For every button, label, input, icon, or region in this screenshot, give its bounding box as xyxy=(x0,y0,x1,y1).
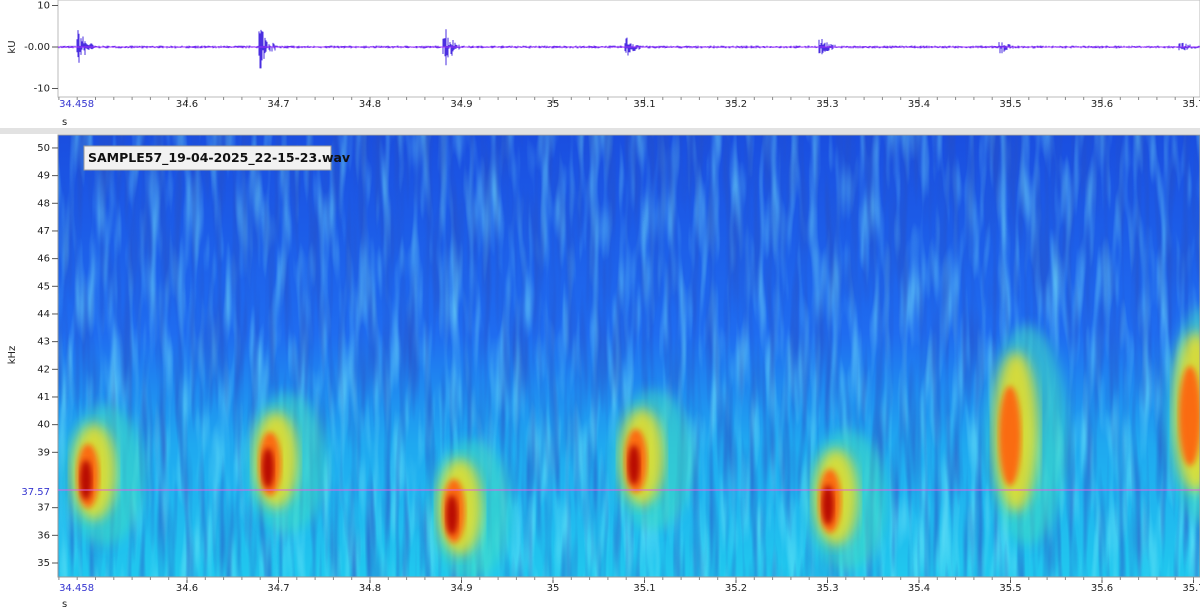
y-tick-label: 46 xyxy=(37,254,50,265)
x-tick-label: 35 xyxy=(547,583,560,594)
call-orange xyxy=(1179,366,1200,466)
x-tick-label: 35.2 xyxy=(725,583,747,594)
y-tick-label: 39 xyxy=(37,447,50,458)
spectrogram-frame xyxy=(57,134,1200,578)
x-tick-label: 34.6 xyxy=(176,99,198,110)
x-tick-label: 35.1 xyxy=(633,99,655,110)
x-tick-label: 34.9 xyxy=(450,99,472,110)
y-tick-label: 35 xyxy=(37,558,50,569)
x-tick-label: 34.8 xyxy=(359,99,381,110)
x-tick-label: 35.2 xyxy=(725,99,747,110)
waveform-y-unit: kU xyxy=(7,40,18,53)
y-tick-label: -10 xyxy=(34,84,50,95)
cursor-label: 37.57 xyxy=(21,487,50,498)
call-orange xyxy=(999,386,1021,486)
x-tick-label: 35 xyxy=(547,99,560,110)
x-tick-label: 35.5 xyxy=(999,583,1021,594)
y-tick-label: 10 xyxy=(37,1,50,12)
x-tick-label: 35.5 xyxy=(999,99,1021,110)
call-core xyxy=(80,460,92,500)
y-tick-label: 50 xyxy=(37,143,50,154)
call-core xyxy=(446,495,458,535)
y-tick-label: 49 xyxy=(37,171,50,182)
x-tick-label: 34.6 xyxy=(176,583,198,594)
x-tick-label: 34.9 xyxy=(450,583,472,594)
y-tick-label: 37 xyxy=(37,503,50,514)
call-core xyxy=(262,448,274,488)
y-tick-label: 44 xyxy=(37,309,50,320)
x-tick-label: 35.7 xyxy=(1182,99,1200,110)
spectrogram-x-unit: s xyxy=(62,599,67,610)
x-tick-label: 34.7 xyxy=(267,99,289,110)
waveform-x-unit: s xyxy=(62,117,67,128)
y-tick-label: 43 xyxy=(37,337,50,348)
y-tick-label: 40 xyxy=(37,420,50,431)
spectrogram-y-unit: kHz xyxy=(7,346,18,365)
y-tick-label: 41 xyxy=(37,392,50,403)
x-tick-label: 35.1 xyxy=(633,583,655,594)
y-tick-label: 47 xyxy=(37,226,50,237)
y-tick-label: 48 xyxy=(37,198,50,209)
panel-splitter[interactable] xyxy=(0,128,1200,134)
y-tick-label: 42 xyxy=(37,364,50,375)
x-tick-label: 34.7 xyxy=(267,583,289,594)
x-tick-label: 35.7 xyxy=(1182,583,1200,594)
x-tick-label: 35.6 xyxy=(1091,583,1113,594)
x-tick-label: 35.3 xyxy=(816,583,838,594)
call-core xyxy=(628,445,640,485)
x-tick-label: 35.4 xyxy=(908,583,930,594)
spectrogram-image xyxy=(58,135,1200,577)
call-core xyxy=(822,485,834,525)
x-tick-label: 35.6 xyxy=(1091,99,1113,110)
y-tick-label: 45 xyxy=(37,281,50,292)
y-tick-label: -0.00 xyxy=(24,42,50,53)
waveform-trace xyxy=(58,29,1200,69)
x-start-label: 34.458 xyxy=(59,99,94,110)
y-tick-label: 36 xyxy=(37,530,50,541)
x-start-label: 34.458 xyxy=(59,583,94,594)
file-label-box xyxy=(83,145,332,171)
x-tick-label: 35.4 xyxy=(908,99,930,110)
x-tick-label: 35.3 xyxy=(816,99,838,110)
x-tick-label: 34.8 xyxy=(359,583,381,594)
file-name: SAMPLE57_19-04-2025_22-15-23.wav xyxy=(88,150,350,166)
